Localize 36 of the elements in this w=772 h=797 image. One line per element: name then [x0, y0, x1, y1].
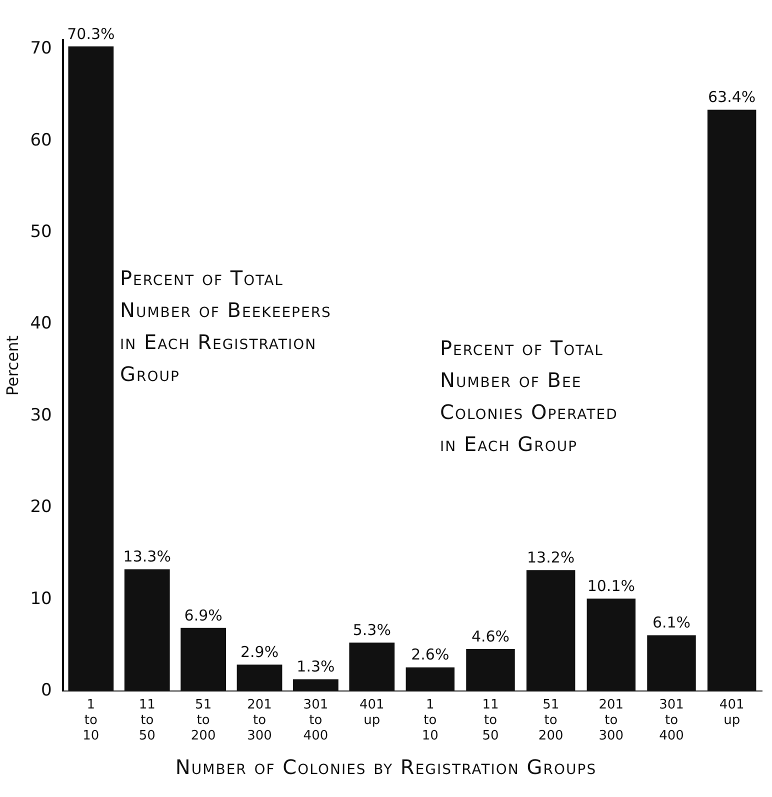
x-tick-label: 401 up	[719, 697, 744, 728]
data-label: 6.9%	[184, 606, 222, 624]
x-tick-label: 1 to 10	[82, 697, 100, 744]
data-label: 13.3%	[123, 548, 171, 566]
x-tick-label: 301 to 400	[303, 697, 328, 744]
data-label: 6.1%	[652, 614, 691, 632]
y-tick-label: 10	[30, 588, 52, 609]
x-tick-label: 401 up	[359, 697, 384, 728]
data-label: 4.6%	[471, 627, 510, 646]
y-tick-label: 50	[30, 222, 52, 242]
data-label: 2.9%	[240, 642, 279, 661]
x-tick-label: 51 to 200	[190, 697, 216, 744]
x-tick-label: 201 to 300	[598, 697, 624, 744]
y-tick-label: 20	[30, 497, 52, 518]
data-label: 5.3%	[352, 620, 391, 639]
annotation: Percent of Total Number of Beekeepers in Each Registration Group	[120, 265, 332, 388]
data-label: 1.3%	[296, 658, 335, 676]
x-tick-label: 11 to 50	[138, 697, 156, 744]
y-tick-label: 0	[41, 680, 52, 701]
data-label: 13.2%	[527, 548, 575, 567]
y-tick-label: 30	[30, 405, 52, 426]
data-label: 63.4%	[708, 88, 756, 106]
x-tick-label: 201 to 300	[247, 697, 272, 744]
x-tick-label: 51 to 200	[538, 697, 564, 744]
x-tick-label: 1 to 10	[422, 697, 438, 744]
y-tick-label: 60	[30, 130, 52, 150]
x-axis-title: Number of Colonies by Registration Groups	[174, 755, 598, 779]
annotation: Percent of Total Number of Bee Colonies Operated in Each Group	[440, 335, 619, 458]
y-tick-label: 40	[30, 314, 52, 334]
data-label: 70.3%	[67, 24, 115, 43]
x-tick-label: 11 to 50	[482, 697, 499, 744]
y-tick-label: 70	[30, 38, 52, 59]
y-axis-title: Percent	[2, 336, 22, 396]
data-label: 2.6%	[411, 646, 450, 664]
data-label: 10.1%	[587, 576, 635, 595]
x-tick-label: 301 to 400	[659, 697, 684, 744]
